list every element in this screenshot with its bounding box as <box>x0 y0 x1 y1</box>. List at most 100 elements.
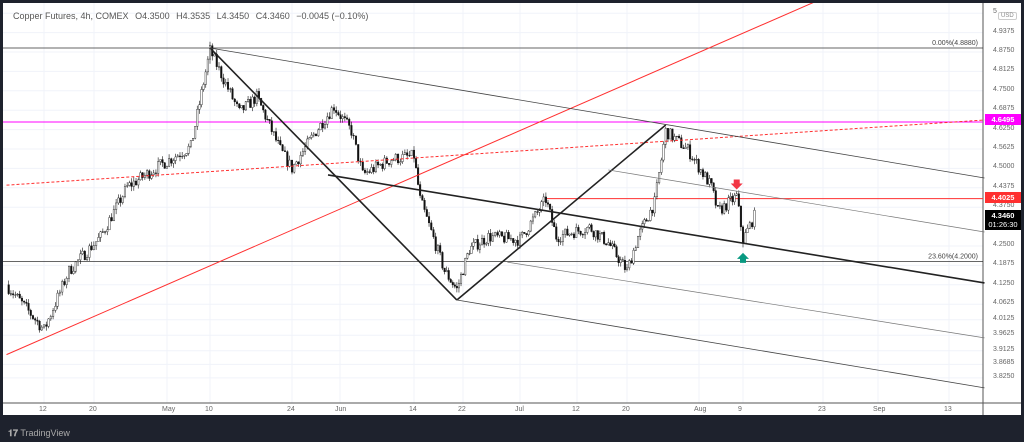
candle <box>494 232 497 236</box>
candle <box>607 242 610 246</box>
x-tick-label: Sep <box>873 406 886 413</box>
candle <box>165 165 168 169</box>
candle <box>500 231 503 237</box>
candle <box>92 245 95 250</box>
candle <box>357 144 360 162</box>
candle <box>79 253 82 261</box>
candle <box>295 161 298 165</box>
candle <box>196 109 199 127</box>
candle <box>701 169 704 177</box>
candle <box>183 155 186 157</box>
candle <box>88 245 91 258</box>
candle <box>317 129 320 137</box>
candle <box>457 282 460 289</box>
y-tick-label: 3.9125 <box>993 345 1015 353</box>
y-tick-label: 4.7500 <box>993 85 1015 93</box>
trendline <box>209 47 985 179</box>
candle <box>542 196 545 202</box>
candle <box>304 146 307 152</box>
candle <box>238 103 241 109</box>
currency-button[interactable]: USD <box>998 12 1017 20</box>
candle <box>697 159 700 173</box>
candle <box>581 234 584 236</box>
candle <box>489 233 492 242</box>
x-tick-label: 22 <box>458 406 466 413</box>
candle <box>544 196 547 203</box>
candle <box>498 231 501 236</box>
candle <box>428 216 431 224</box>
candle <box>12 293 15 296</box>
candle <box>198 104 201 110</box>
x-tick-label: 12 <box>39 406 47 413</box>
candle <box>390 160 393 165</box>
candle <box>619 259 622 263</box>
candle <box>673 136 676 141</box>
last-price-label: 4.3460 01:26:30 <box>985 210 1021 230</box>
candle <box>664 128 667 145</box>
candle <box>514 239 517 243</box>
candle <box>74 261 77 272</box>
y-tick-label: 4.5625 <box>993 144 1015 151</box>
candle <box>200 89 203 105</box>
candle <box>194 126 197 139</box>
candle <box>244 101 247 111</box>
x-tick-label: 20 <box>622 406 630 413</box>
trendline <box>456 299 985 389</box>
candle <box>14 294 17 296</box>
y-tick-label: 4.6875 <box>993 105 1015 113</box>
candle <box>449 279 452 283</box>
candle <box>242 105 245 111</box>
candle <box>101 231 104 233</box>
candle <box>251 96 254 108</box>
candle <box>615 246 618 257</box>
candle <box>170 158 173 164</box>
chart-frame[interactable]: 0.00%(4.8880) 23.60%(4.2000) Copper Futur… <box>3 3 1021 415</box>
candle <box>481 238 484 246</box>
candle <box>521 231 524 236</box>
candle <box>725 203 728 211</box>
legend-header: Copper Futures, 4h, COMEX O4.3500 H4.353… <box>13 11 372 21</box>
candle <box>308 137 311 140</box>
y-tick-label: 3.8685 <box>993 359 1015 367</box>
candle <box>546 202 549 205</box>
y-tick-label: 4.8750 <box>993 47 1015 54</box>
candle <box>90 245 93 250</box>
candle <box>634 247 637 251</box>
candle <box>374 161 377 172</box>
candle <box>16 293 19 296</box>
candle <box>699 169 702 173</box>
candle <box>128 182 131 186</box>
candle <box>483 238 486 245</box>
candle <box>152 172 155 175</box>
candle <box>666 128 669 140</box>
candle <box>474 239 477 243</box>
candle <box>575 227 578 238</box>
candle <box>213 53 216 57</box>
price-chart[interactable]: 0.00%(4.8880) 23.60%(4.2000) <box>3 3 1021 415</box>
candle <box>649 209 652 221</box>
open-value: O4.3500 <box>135 11 170 21</box>
candle <box>617 256 620 263</box>
bar-countdown: 01:26:30 <box>988 220 1018 229</box>
candle <box>468 253 471 255</box>
candle <box>86 257 89 261</box>
candle <box>83 250 86 261</box>
candle <box>72 270 75 274</box>
candle <box>67 265 70 279</box>
candle <box>141 172 144 178</box>
candle <box>472 242 475 247</box>
candle <box>708 178 711 185</box>
tradingview-logo[interactable]: 𝟏𝟕 TradingView <box>8 428 70 438</box>
candle <box>350 125 353 136</box>
candle <box>447 270 450 280</box>
candle <box>150 174 153 179</box>
candle <box>368 171 371 173</box>
candle <box>721 205 724 214</box>
candle <box>326 116 329 125</box>
candle <box>224 81 227 85</box>
candle <box>710 178 713 184</box>
candle <box>613 243 616 247</box>
candle <box>689 144 692 160</box>
candle <box>746 228 749 233</box>
candle <box>601 232 604 234</box>
